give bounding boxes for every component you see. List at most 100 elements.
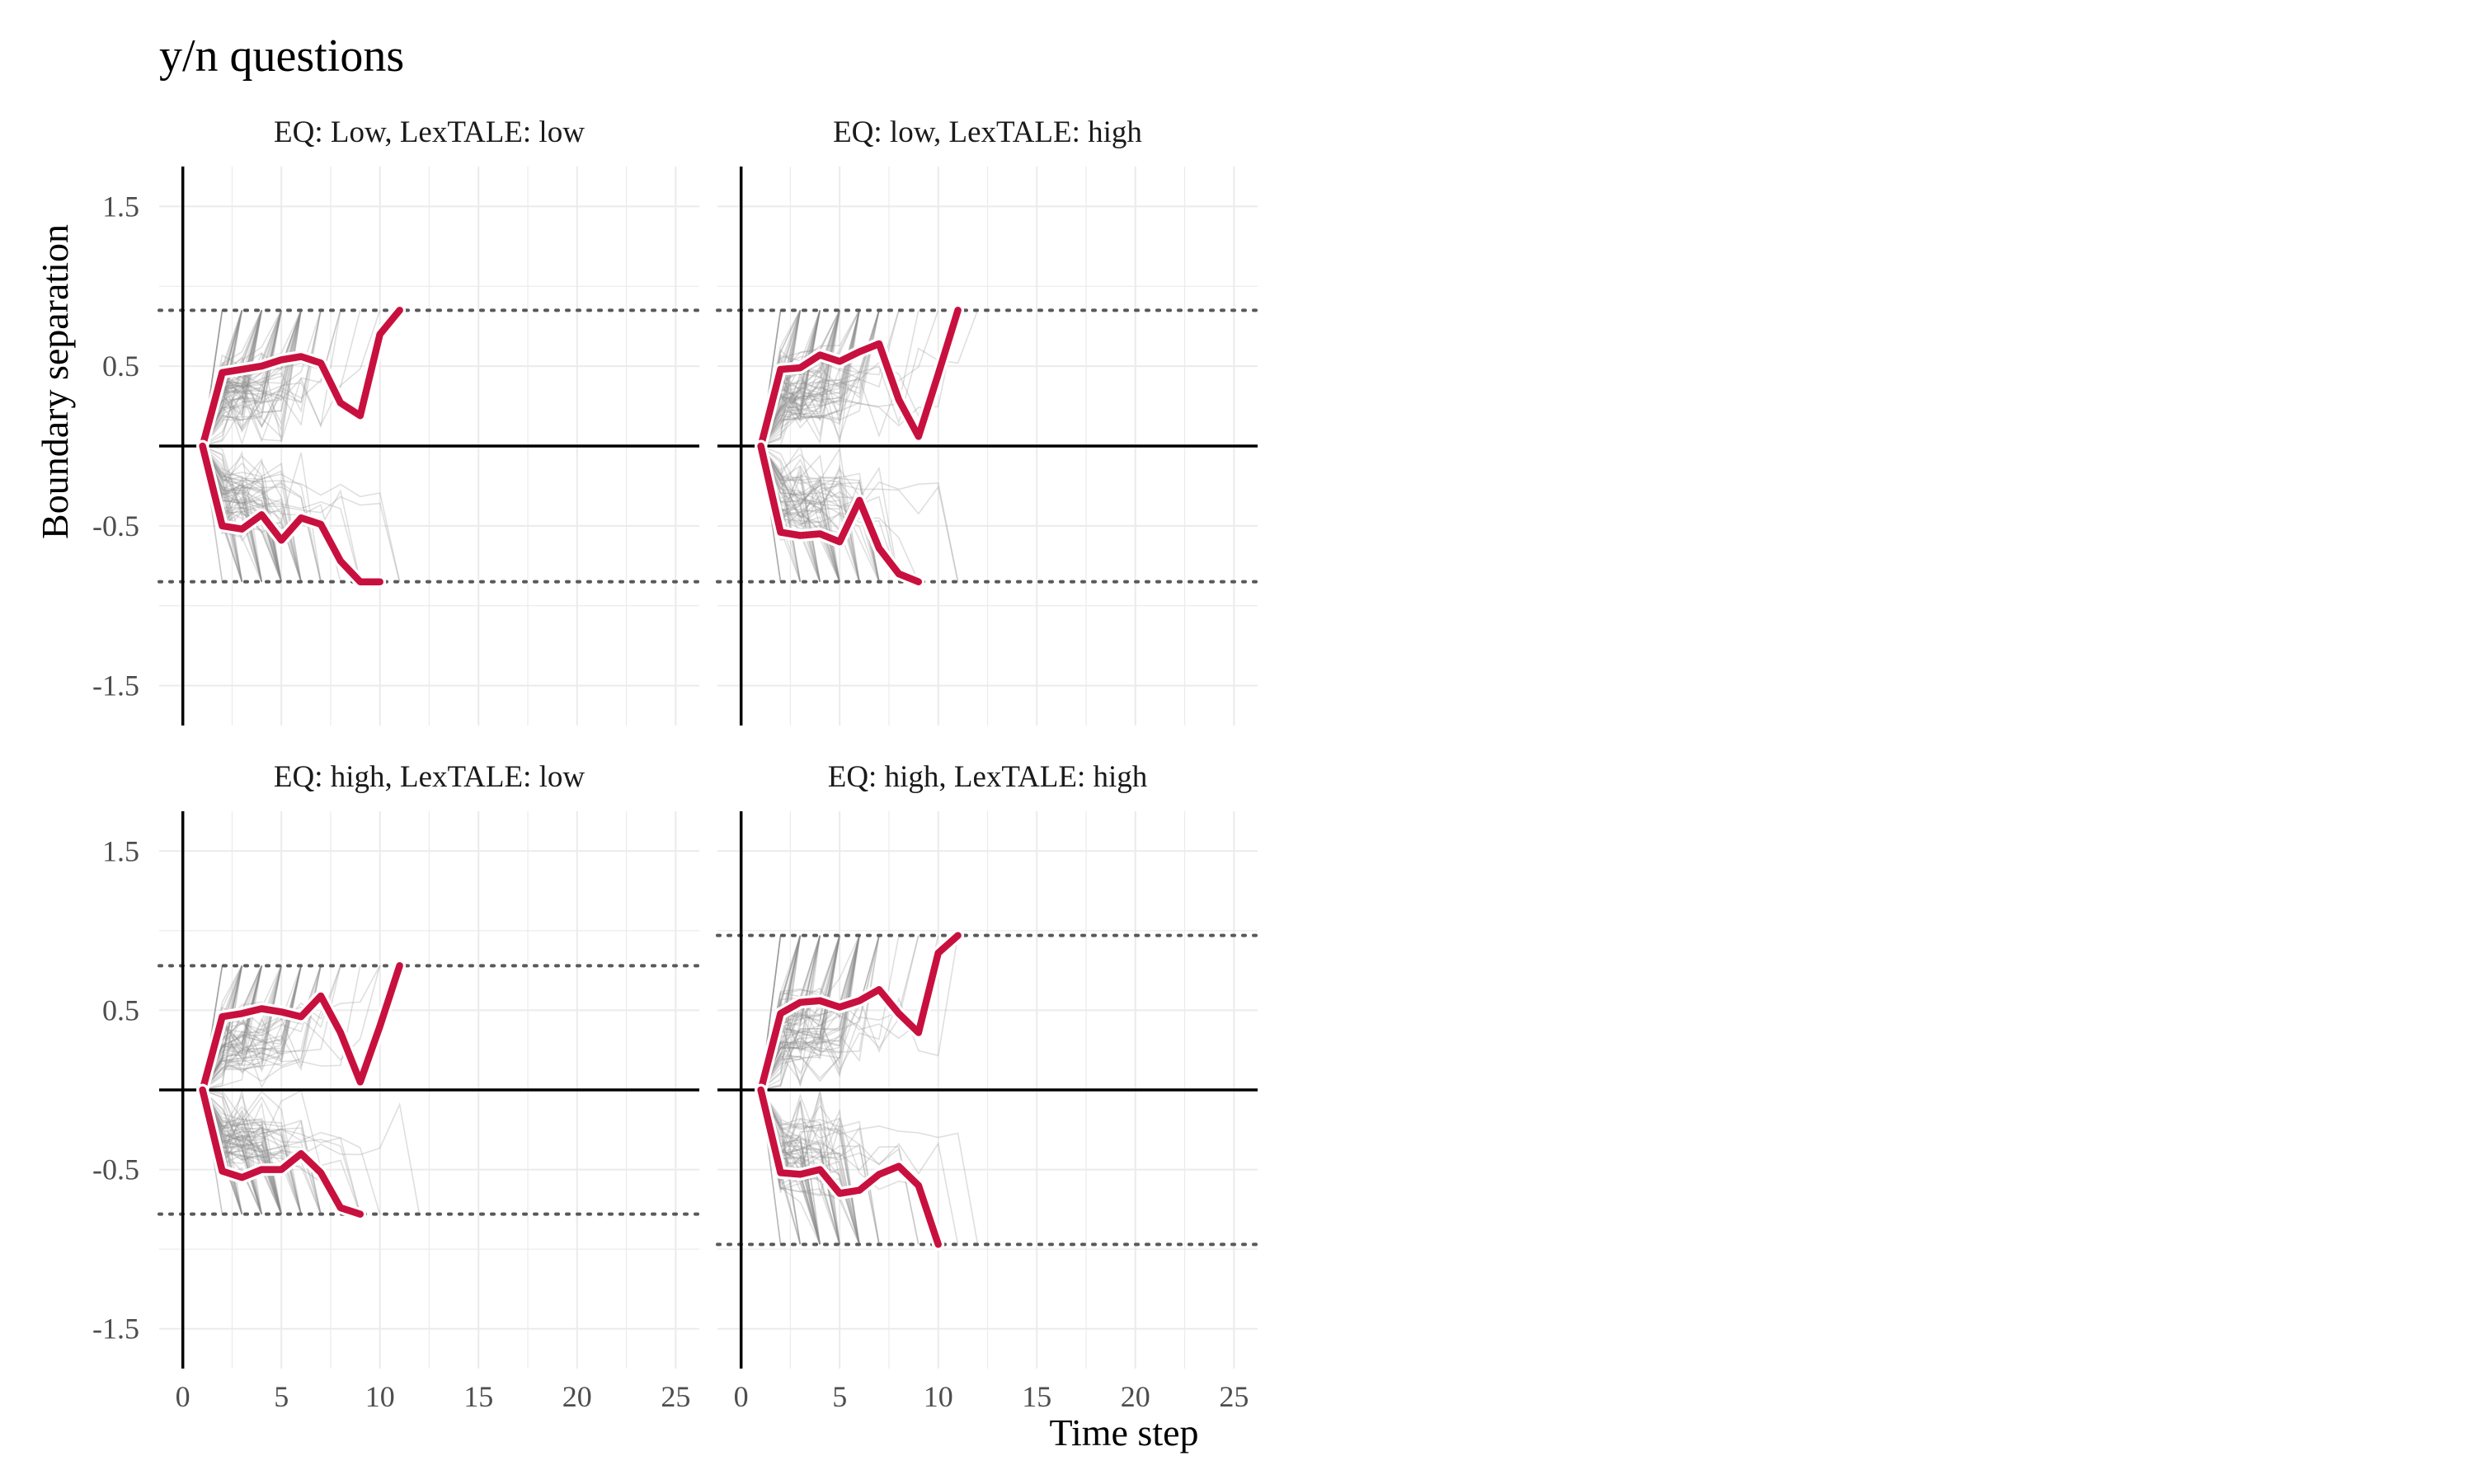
trajectory-line (760, 1089, 979, 1245)
trajectory-line (201, 310, 341, 447)
x-tick-label: 25 (1219, 1380, 1249, 1413)
trajectory-line (201, 965, 302, 1091)
trajectory-line (201, 310, 302, 447)
trajectory-line (760, 310, 860, 447)
trajectory-line (201, 1089, 322, 1214)
trajectory-line (201, 445, 282, 582)
trajectory-line (760, 310, 880, 447)
trajectory-line (201, 445, 322, 582)
trajectory-line (760, 310, 860, 447)
x-tick-label: 10 (924, 1380, 953, 1413)
trajectory-line (201, 445, 401, 582)
trajectory-line (201, 1089, 302, 1214)
trajectory-line (760, 935, 821, 1091)
trajectory-line (201, 965, 282, 1091)
trajectory-line (760, 445, 900, 582)
trajectory-line (201, 1089, 361, 1214)
mean-line-upper (199, 962, 403, 1094)
trajectory-line (201, 965, 302, 1091)
trajectory-line (760, 310, 860, 447)
trajectory-line (201, 1089, 282, 1215)
x-tick-label: 0 (176, 1380, 190, 1413)
trajectory-line (201, 965, 322, 1091)
trajectory-line (760, 1089, 920, 1245)
trajectory-line (760, 935, 880, 1091)
trajectory-line (760, 310, 880, 447)
mean-line-upper (757, 932, 962, 1094)
trajectory-line (760, 445, 860, 582)
trajectory-line (760, 935, 860, 1091)
trajectory-line (201, 965, 302, 1091)
trajectory-line (201, 965, 302, 1091)
trajectory-line (760, 935, 840, 1091)
trajectory-line (201, 965, 302, 1091)
trajectory-line (760, 445, 959, 582)
trajectory-line (201, 445, 302, 582)
trajectory-line (760, 310, 900, 447)
panel-2: EQ: low, LexTALE: high (716, 115, 1259, 726)
trajectory-line (202, 1089, 421, 1214)
trajectory-line (201, 445, 361, 582)
trajectory-line (201, 310, 302, 447)
trajectory-line (760, 935, 860, 1091)
trajectory-line (202, 445, 282, 582)
trajectory-line (201, 1089, 381, 1214)
trajectory-line (760, 1089, 860, 1245)
x-tick-label: 20 (562, 1380, 592, 1413)
y-tick-label: -1.5 (92, 1313, 139, 1345)
trajectory-line (201, 445, 302, 582)
trajectory-line (201, 310, 282, 447)
trajectory-line (760, 935, 860, 1091)
trajectory-line (201, 1089, 341, 1215)
trajectory-line (760, 445, 860, 582)
trajectory-line (760, 310, 840, 447)
trajectory-line (201, 965, 322, 1091)
trajectory-line (202, 965, 282, 1091)
trajectory-line (760, 1089, 860, 1245)
trajectory-line (202, 445, 263, 582)
trajectory-line (760, 445, 880, 582)
trajectory-line (201, 1089, 302, 1214)
trajectory-line (202, 965, 361, 1091)
trajectory-line (760, 935, 860, 1091)
trajectory-line (201, 445, 302, 582)
trajectory-line (760, 445, 880, 582)
trajectory-line (201, 965, 302, 1091)
trajectory-line (760, 445, 900, 582)
x-tick-label: 25 (661, 1380, 690, 1413)
panel-3: EQ: high, LexTALE: low 1.5 0.5 -0.5 -1.5 0 5 10… (92, 760, 701, 1413)
x-tick-label: 10 (365, 1380, 395, 1413)
trajectory-line (202, 965, 263, 1091)
mean-line-lower (757, 442, 923, 585)
x-tick-label: 20 (1121, 1380, 1150, 1413)
trajectory-line (760, 310, 860, 447)
trajectory-line (201, 445, 302, 582)
trajectory-line (201, 445, 401, 582)
trajectory-line (760, 445, 840, 582)
mean-line-upper (199, 307, 403, 450)
trajectory-line (202, 310, 263, 447)
trajectory-line (760, 310, 880, 447)
trajectory-line (201, 965, 302, 1091)
trajectory-line (202, 965, 322, 1091)
trajectory-line (760, 935, 860, 1091)
x-tick-label: 15 (1022, 1380, 1051, 1413)
trajectory-line (760, 310, 840, 447)
trajectory-line (201, 445, 302, 582)
trajectory-line (760, 310, 920, 447)
trajectory-line (760, 310, 840, 447)
trajectory-line (760, 445, 840, 582)
trajectory-line (201, 445, 322, 582)
trajectory-line (760, 445, 821, 582)
trajectory-line (760, 310, 880, 447)
trajectory-line (202, 965, 341, 1091)
trajectory-line (760, 1089, 840, 1245)
trajectory-line (760, 935, 880, 1091)
trajectory-line (201, 310, 302, 447)
trajectory-line (760, 445, 860, 582)
facet-panels: EQ: Low, LexTALE: low 1.5 0.5 -0.5 -1.5 EQ: l… (92, 115, 1259, 1413)
trajectory-line (760, 1089, 920, 1245)
trajectory-line (201, 965, 302, 1091)
trajectory-line (201, 445, 282, 582)
x-tick-label: 5 (832, 1380, 847, 1413)
